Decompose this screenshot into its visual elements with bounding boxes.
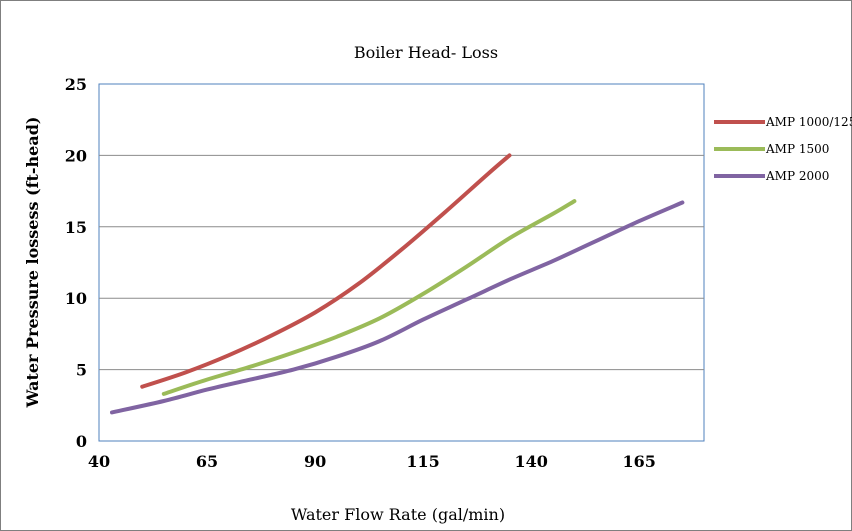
series-line-2	[161, 199, 577, 396]
legend: AMP 1000/1250 AMP 1500 AMP 2000	[714, 115, 852, 183]
x-tick-labels: 40 65 90 115 140 165	[88, 452, 656, 471]
gridlines	[99, 154, 704, 371]
x-tick-label: 65	[196, 452, 218, 471]
y-tick-label: 10	[65, 289, 87, 308]
y-tick-label: 0	[76, 432, 87, 451]
x-axis-label: Water Flow Rate (gal/min)	[291, 505, 505, 524]
x-tick-label: 90	[304, 452, 326, 471]
x-tick-label: 165	[622, 452, 655, 471]
y-tick-label: 5	[76, 361, 87, 380]
y-tick-label: 15	[65, 218, 87, 237]
x-tick-label: 140	[514, 452, 547, 471]
x-tick-label: 40	[88, 452, 110, 471]
x-tick-label: 115	[406, 452, 439, 471]
y-tick-labels: 0 5 10 15 20 25	[65, 75, 87, 451]
legend-label: AMP 1500	[765, 142, 829, 156]
y-axis-label: Water Pressure lossess (ft-head)	[23, 117, 42, 409]
legend-label: AMP 1000/1250	[765, 115, 852, 129]
plot-area	[98, 83, 705, 442]
y-tick-label: 25	[65, 75, 87, 94]
series-line-3	[110, 200, 685, 415]
chart-title: Boiler Head- Loss	[354, 43, 498, 62]
series-lines	[110, 153, 685, 415]
y-tick-label: 20	[65, 146, 87, 165]
series-line-1	[140, 153, 512, 389]
legend-label: AMP 2000	[765, 169, 829, 183]
